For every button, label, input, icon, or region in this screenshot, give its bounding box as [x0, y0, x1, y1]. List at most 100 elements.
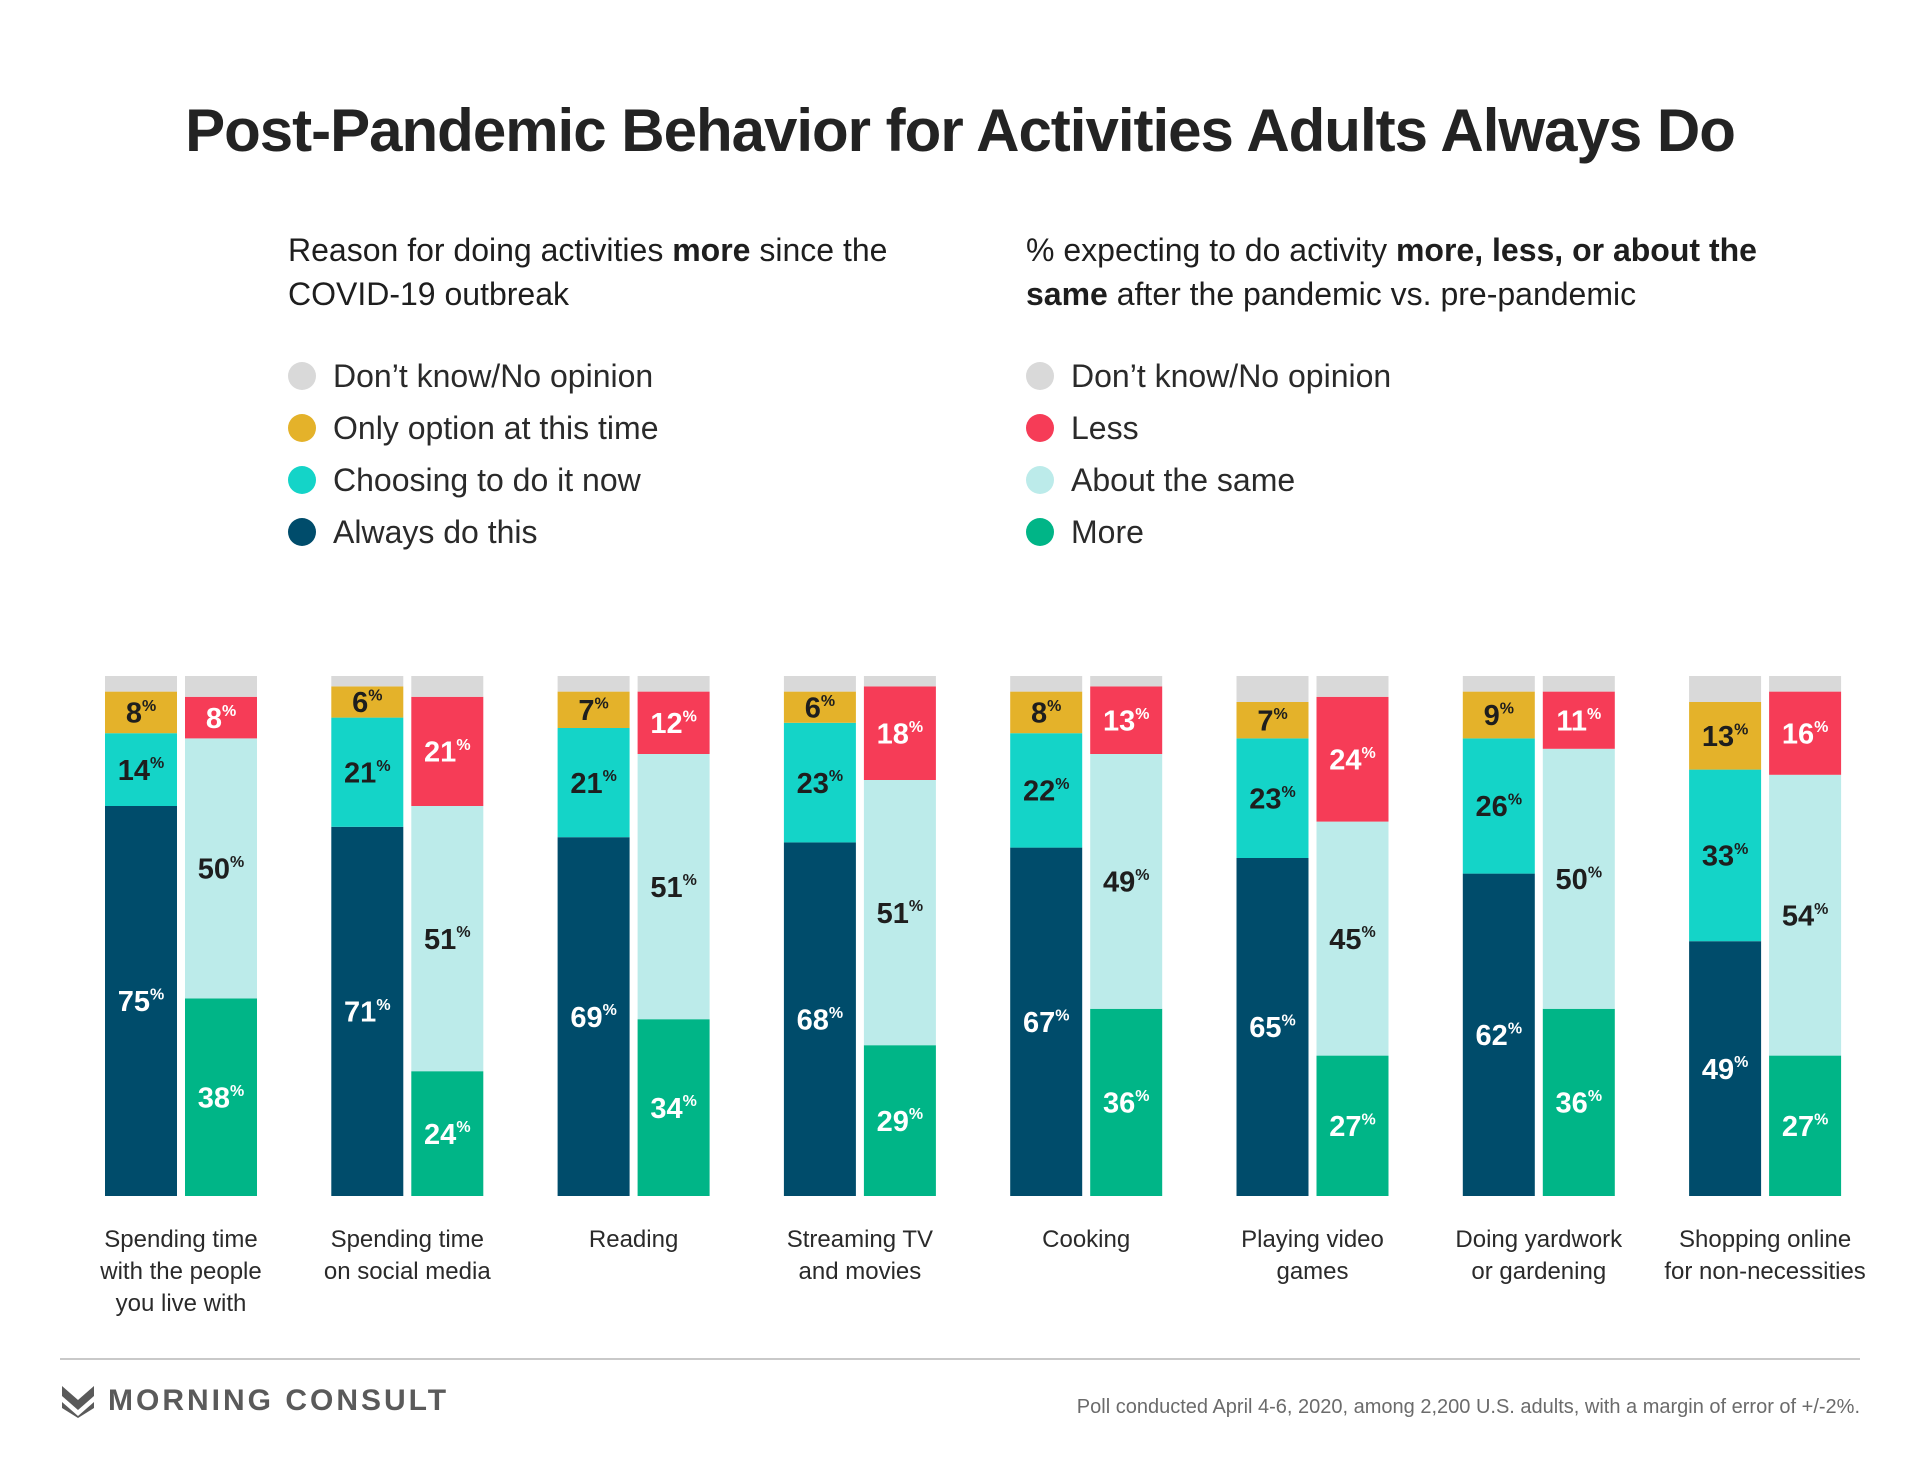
expectation-value-label: 27% — [1329, 1111, 1376, 1143]
expectation-bar-segment — [863, 780, 936, 1046]
expectation-value-label: 24% — [1329, 744, 1376, 776]
reason-value-label: 69% — [570, 1002, 617, 1034]
expectation-bar-segment — [1316, 696, 1389, 822]
legend-swatch — [288, 362, 316, 390]
reason-bar-segment — [1010, 847, 1083, 1196]
expectation-value-label: 36% — [1556, 1088, 1603, 1120]
legend-item: Only option at this time — [288, 402, 658, 454]
reason-bar-segment — [1689, 702, 1762, 770]
expectation-bar-segment — [1316, 676, 1389, 697]
expectation-value-label: 36% — [1103, 1088, 1150, 1120]
reason-value-label: 26% — [1476, 791, 1523, 823]
category-label-line: on social media — [323, 1258, 491, 1285]
reason-value-label: 23% — [1249, 783, 1296, 815]
brand-name: MORNING CONSULT — [108, 1384, 450, 1417]
legend-label: Don’t know/No opinion — [1071, 357, 1392, 394]
expectation-value-label: 54% — [1782, 900, 1829, 932]
expectation-value-label: 27% — [1782, 1111, 1829, 1143]
category-label-line: Cooking — [1042, 1226, 1131, 1253]
expectation-value-label: 11% — [1556, 705, 1601, 737]
expectation-bar-segment — [1090, 754, 1163, 1009]
reason-bar-segment — [1236, 858, 1309, 1196]
category-label: Cooking — [976, 1224, 1196, 1256]
reason-bar-segment — [1010, 676, 1083, 692]
reason-bar-segment — [783, 676, 856, 692]
expectation-bar-segment — [185, 696, 257, 739]
left-subtitle-post: since the COVID-19 outbreak — [288, 232, 888, 312]
reason-bar-segment — [1010, 691, 1083, 734]
reason-value-label: 6% — [352, 687, 382, 719]
legend-swatch — [1026, 414, 1054, 442]
reason-value-label: 62% — [1476, 1020, 1523, 1052]
reason-value-label: 49% — [1702, 1054, 1749, 1086]
legend-swatch — [1026, 466, 1054, 494]
expectation-value-label: 50% — [1556, 864, 1603, 896]
expectation-bar-segment — [1542, 748, 1615, 1009]
category-label-line: you live with — [115, 1290, 247, 1317]
category-label: Doing yardwork or gardening — [1429, 1224, 1649, 1288]
expectation-bar-segment — [637, 1019, 710, 1196]
expectation-value-label: 51% — [650, 872, 697, 904]
reason-bar-segment — [1010, 733, 1083, 848]
reason-bar-segment — [105, 691, 177, 734]
expectation-value-label: 50% — [198, 854, 245, 886]
reason-bar-segment — [557, 728, 630, 838]
legend-label: Less — [1071, 409, 1139, 446]
reason-value-label: 7% — [1257, 705, 1287, 737]
legend-item: More — [1026, 506, 1391, 558]
legend-swatch — [288, 414, 316, 442]
reason-bar-segment — [1462, 873, 1535, 1196]
expectation-bar-segment — [637, 691, 710, 754]
reason-value-label: 6% — [805, 692, 835, 724]
category-label-line: or gardening — [1471, 1258, 1607, 1285]
expectation-value-label: 12% — [650, 708, 697, 740]
reason-bar-segment — [1236, 738, 1309, 858]
morning-consult-logo-icon — [62, 1386, 94, 1418]
expectation-bar-segment — [1769, 1055, 1842, 1196]
expectation-value-label: 24% — [424, 1119, 471, 1151]
reason-value-label: 8% — [126, 698, 156, 730]
expectation-bar-segment — [1090, 686, 1163, 754]
expectation-bar-segment — [863, 686, 936, 780]
category-label-line: Playing video — [1241, 1226, 1384, 1253]
expectation-bar-segment — [1769, 676, 1842, 692]
left-subtitle-bold: more — [672, 232, 751, 268]
legend-item: Choosing to do it now — [288, 454, 658, 506]
legend-label: More — [1071, 513, 1144, 550]
expectation-value-label: 38% — [198, 1082, 245, 1114]
chart-title: Post-Pandemic Behavior for Activities Ad… — [185, 97, 1736, 164]
expectation-bar-segment — [863, 676, 936, 687]
reason-bar-segment — [783, 722, 856, 843]
category-label: Playing video games — [1203, 1224, 1423, 1288]
category-label-line: and movies — [798, 1258, 922, 1285]
legend-item: Less — [1026, 402, 1391, 454]
reason-value-label: 14% — [118, 755, 165, 787]
category-label-line: Reading — [588, 1226, 679, 1253]
reason-value-label: 13% — [1702, 721, 1749, 753]
expectation-bar-segment — [1542, 676, 1615, 692]
reason-bar-segment — [1462, 738, 1535, 874]
legend-label: About the same — [1071, 461, 1296, 498]
expectation-bar-segment — [1769, 691, 1842, 775]
reason-bar-segment — [1462, 676, 1535, 692]
reason-bar-segment — [783, 691, 856, 723]
expectation-bar-segment — [411, 1071, 484, 1196]
expectation-bar-segment — [637, 676, 710, 692]
legend-swatch — [288, 518, 316, 546]
reason-value-label: 22% — [1023, 776, 1070, 808]
reason-bar-segment — [1236, 676, 1309, 702]
expectation-bar-segment — [1316, 821, 1389, 1056]
reason-value-label: 21% — [344, 757, 391, 789]
expectation-legend: Don’t know/No opinion Less About the sam… — [1026, 350, 1391, 558]
legend-item: Don’t know/No opinion — [288, 350, 658, 402]
expectation-value-label: 51% — [424, 924, 471, 956]
legend-swatch — [1026, 362, 1054, 390]
legend-item: Always do this — [288, 506, 658, 558]
reason-bar-segment — [557, 676, 630, 692]
category-label: Spending time with the people you live wit… — [71, 1224, 291, 1320]
reason-bar-segment — [105, 806, 177, 1196]
category-label-line: Spending time — [104, 1226, 258, 1253]
legend-label: Choosing to do it now — [333, 461, 641, 498]
category-label-line: with the people — [100, 1258, 262, 1285]
